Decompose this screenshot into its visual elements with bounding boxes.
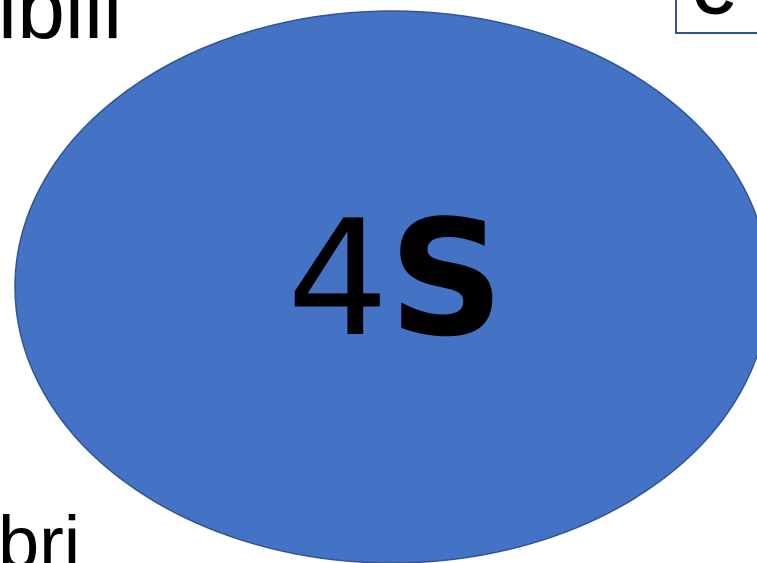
clipped-box-top-right: C (675, 0, 757, 34)
blue-ellipse (14, 10, 757, 563)
clipped-text-bottom-left: bri (0, 501, 81, 563)
clipped-box-top-right-text: C (693, 0, 735, 24)
clipped-text-top-left: ibili (0, 0, 123, 57)
